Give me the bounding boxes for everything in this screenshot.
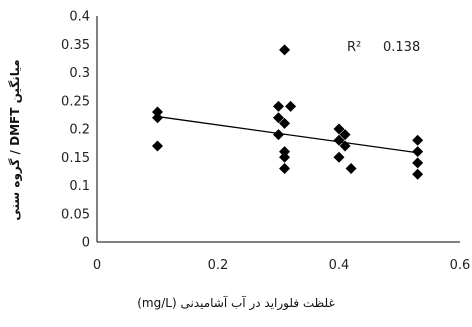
data-point [333, 134, 345, 146]
data-point [345, 163, 357, 175]
y-tick-label: 0.4 [69, 10, 90, 25]
y-tick-label: 0.3 [69, 66, 90, 81]
y-axis-ticks: 0 0.05 0.1 0.15 0.2 0.25 0.3 0.35 0.4 [61, 10, 90, 251]
y-tick-label: 0.35 [61, 38, 90, 53]
data-point [273, 100, 284, 112]
data-point [273, 112, 284, 124]
data-point [279, 163, 291, 175]
data-point [412, 134, 424, 146]
x-axis-label: غلظت فلوراید در آب آشامیدنی (mg/L) [137, 296, 335, 310]
data-point [333, 151, 345, 163]
data-points [152, 44, 424, 180]
x-axis-ticks: 0 0.2 0.4 0.6 [93, 258, 470, 273]
y-tick-label: 0.2 [69, 123, 90, 138]
x-tick-label: 0.6 [450, 258, 471, 273]
y-tick-label: 0.15 [61, 151, 90, 166]
y-tick-label: 0.1 [69, 179, 90, 194]
x-tick-label: 0.4 [329, 258, 350, 273]
data-point [412, 157, 424, 169]
data-point [339, 140, 351, 152]
trend-line [157, 115, 418, 154]
data-point [279, 44, 291, 56]
data-point [339, 129, 351, 141]
r2-label: R² [347, 40, 361, 55]
data-point [152, 112, 163, 124]
y-tick-label: 0.25 [61, 94, 90, 109]
data-point [152, 106, 163, 118]
data-point [333, 123, 345, 135]
data-point [279, 117, 291, 129]
data-point [279, 151, 291, 163]
data-point [152, 140, 163, 152]
y-tick-label: 0 [82, 236, 90, 251]
y-tick-label: 0.05 [61, 207, 90, 222]
y-axis-label-wrap: میانگین DMFT / گروه سنی [8, 59, 22, 220]
r2-value: 0.138 [383, 40, 420, 55]
y-axis-label: میانگین DMFT / گروه سنی [8, 59, 22, 221]
data-point [273, 129, 284, 141]
data-point [285, 100, 297, 112]
x-tick-label: 0.2 [208, 258, 229, 273]
data-point [279, 146, 291, 158]
x-tick-label: 0 [93, 258, 101, 273]
data-point [412, 168, 424, 180]
data-point [412, 146, 424, 158]
